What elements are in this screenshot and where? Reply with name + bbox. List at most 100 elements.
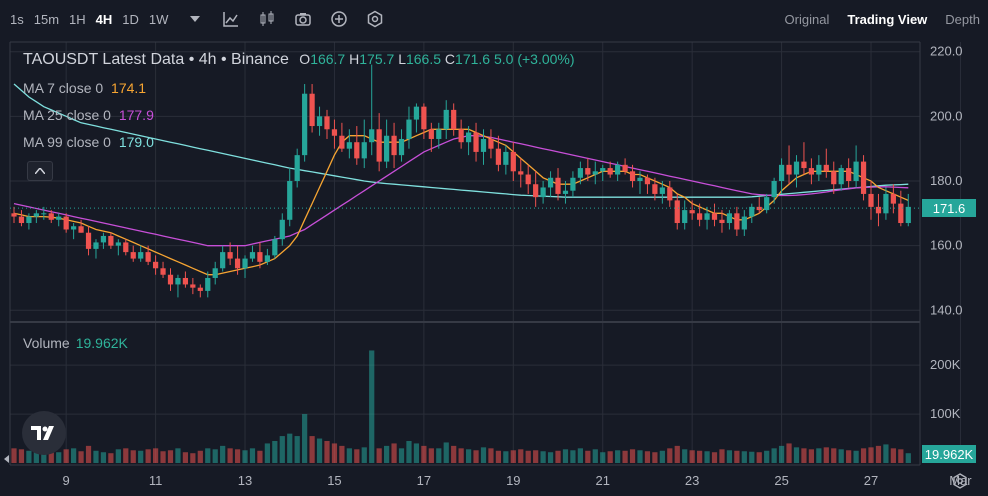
volume-bar: [309, 436, 315, 463]
chart-legend: TAOUSDT Latest Data • 4h • Binance O166.…: [23, 51, 575, 69]
candle-body: [18, 216, 25, 224]
candle-body: [540, 187, 546, 198]
collapse-legend-button[interactable]: [27, 161, 53, 181]
volume-bar: [577, 448, 583, 463]
volume-bar: [78, 451, 84, 463]
timeframe-4h[interactable]: 4H: [95, 11, 113, 27]
candle-body: [287, 181, 293, 220]
timeframe-1d[interactable]: 1D: [122, 11, 139, 27]
candle-body: [167, 274, 174, 285]
timeframe-1s[interactable]: 1s: [10, 11, 24, 27]
volume-bar: [831, 448, 837, 463]
camera-icon[interactable]: [294, 10, 312, 28]
volume-bar: [659, 450, 665, 463]
last-volume-tag: 19.962K: [922, 445, 976, 463]
change-value: 5.0 (+3.00%): [493, 51, 575, 67]
candle-body: [413, 106, 420, 120]
price-tick-label: 140.0: [930, 302, 963, 317]
candle-body: [704, 213, 710, 220]
candle-body: [26, 216, 32, 224]
candle-body: [175, 277, 181, 285]
settings-icon[interactable]: [366, 10, 384, 28]
last-price-tag: 171.6: [922, 199, 976, 218]
candle-body: [488, 138, 494, 149]
volume-bar: [704, 451, 710, 463]
time-tick-label: 13: [238, 473, 252, 488]
chevron-down-icon[interactable]: [186, 10, 204, 28]
high-value: 175.7: [359, 51, 395, 67]
volume-bar: [85, 445, 92, 463]
volume-bar: [234, 449, 241, 463]
ma7-legend[interactable]: MA 7 close 0 174.1: [23, 80, 146, 96]
volume-bar: [682, 449, 688, 463]
volume-bar: [615, 450, 621, 463]
tradingview-logo[interactable]: [22, 411, 66, 455]
candle-body: [846, 168, 852, 181]
candle-body: [205, 277, 211, 291]
candles: [11, 64, 911, 298]
candle-body: [667, 187, 673, 201]
volume-bar: [555, 450, 561, 463]
candle-body: [890, 193, 896, 204]
candle-body: [741, 216, 747, 230]
volume-bar: [249, 448, 256, 463]
candle-body: [458, 129, 464, 143]
volume-bar: [689, 450, 695, 463]
time-tick-label: 25: [774, 473, 788, 488]
volume-bar: [816, 448, 822, 463]
low-label: L: [398, 51, 406, 67]
volume-bar: [905, 453, 911, 463]
timeframe-1w[interactable]: 1W: [148, 11, 169, 27]
candle-body: [778, 164, 785, 181]
candle-body: [652, 184, 658, 194]
volume-bars: [11, 350, 911, 463]
candle-body: [182, 277, 189, 285]
volume-bar: [473, 450, 479, 463]
plus-circle-icon[interactable]: [330, 10, 348, 28]
candle-body: [719, 219, 725, 224]
timeframe-1h[interactable]: 1H: [69, 11, 86, 27]
ma99-legend[interactable]: MA 99 close 0 179.0: [23, 134, 154, 150]
time-tick-label: 19: [506, 473, 520, 488]
candle-body: [391, 135, 397, 156]
candle-body: [756, 206, 762, 211]
open-label: O: [299, 51, 311, 67]
price-tick-label: 180.0: [930, 173, 963, 188]
volume-label: Volume: [23, 335, 70, 351]
chevron-up-icon: [35, 168, 45, 174]
volume-tick-label: 100K: [930, 406, 961, 421]
time-tick-label: 27: [864, 473, 878, 488]
time-tick-label: 17: [417, 473, 431, 488]
volume-value: 19.962K: [75, 335, 128, 351]
candle-type-icon[interactable]: [258, 10, 276, 28]
volume-bar: [503, 451, 509, 463]
candle-body: [33, 213, 39, 217]
volume-bar: [190, 453, 196, 463]
candle-body: [85, 232, 92, 249]
ohlc-values: O166.7 H175.7 L166.5 C171.6 5.0 (+3.00%): [299, 51, 574, 67]
ma25-legend[interactable]: MA 25 close 0 177.9: [23, 107, 154, 123]
timeframe-15m[interactable]: 15m: [33, 11, 60, 27]
volume-bar: [384, 445, 390, 463]
candle-body: [860, 161, 867, 194]
volume-bar: [823, 447, 829, 463]
volume-bar: [667, 448, 673, 463]
volume-bar: [205, 448, 211, 463]
tab-original[interactable]: Original: [784, 11, 830, 27]
candle-body: [369, 129, 375, 143]
volume-bar: [458, 448, 464, 463]
candle-body: [272, 239, 278, 256]
volume-bar: [279, 436, 285, 463]
close-value: 171.6: [455, 51, 491, 67]
tab-depth[interactable]: Depth: [945, 11, 980, 27]
tab-trading-view[interactable]: Trading View: [847, 11, 928, 27]
candle-body: [257, 252, 263, 262]
indicator-icon[interactable]: [222, 10, 240, 28]
time-tick-label: 23: [685, 473, 699, 488]
volume-bar: [592, 449, 598, 463]
volume-bar: [786, 443, 792, 463]
candle-body: [697, 213, 703, 220]
candle-body: [823, 164, 829, 172]
volume-bar: [294, 436, 300, 463]
